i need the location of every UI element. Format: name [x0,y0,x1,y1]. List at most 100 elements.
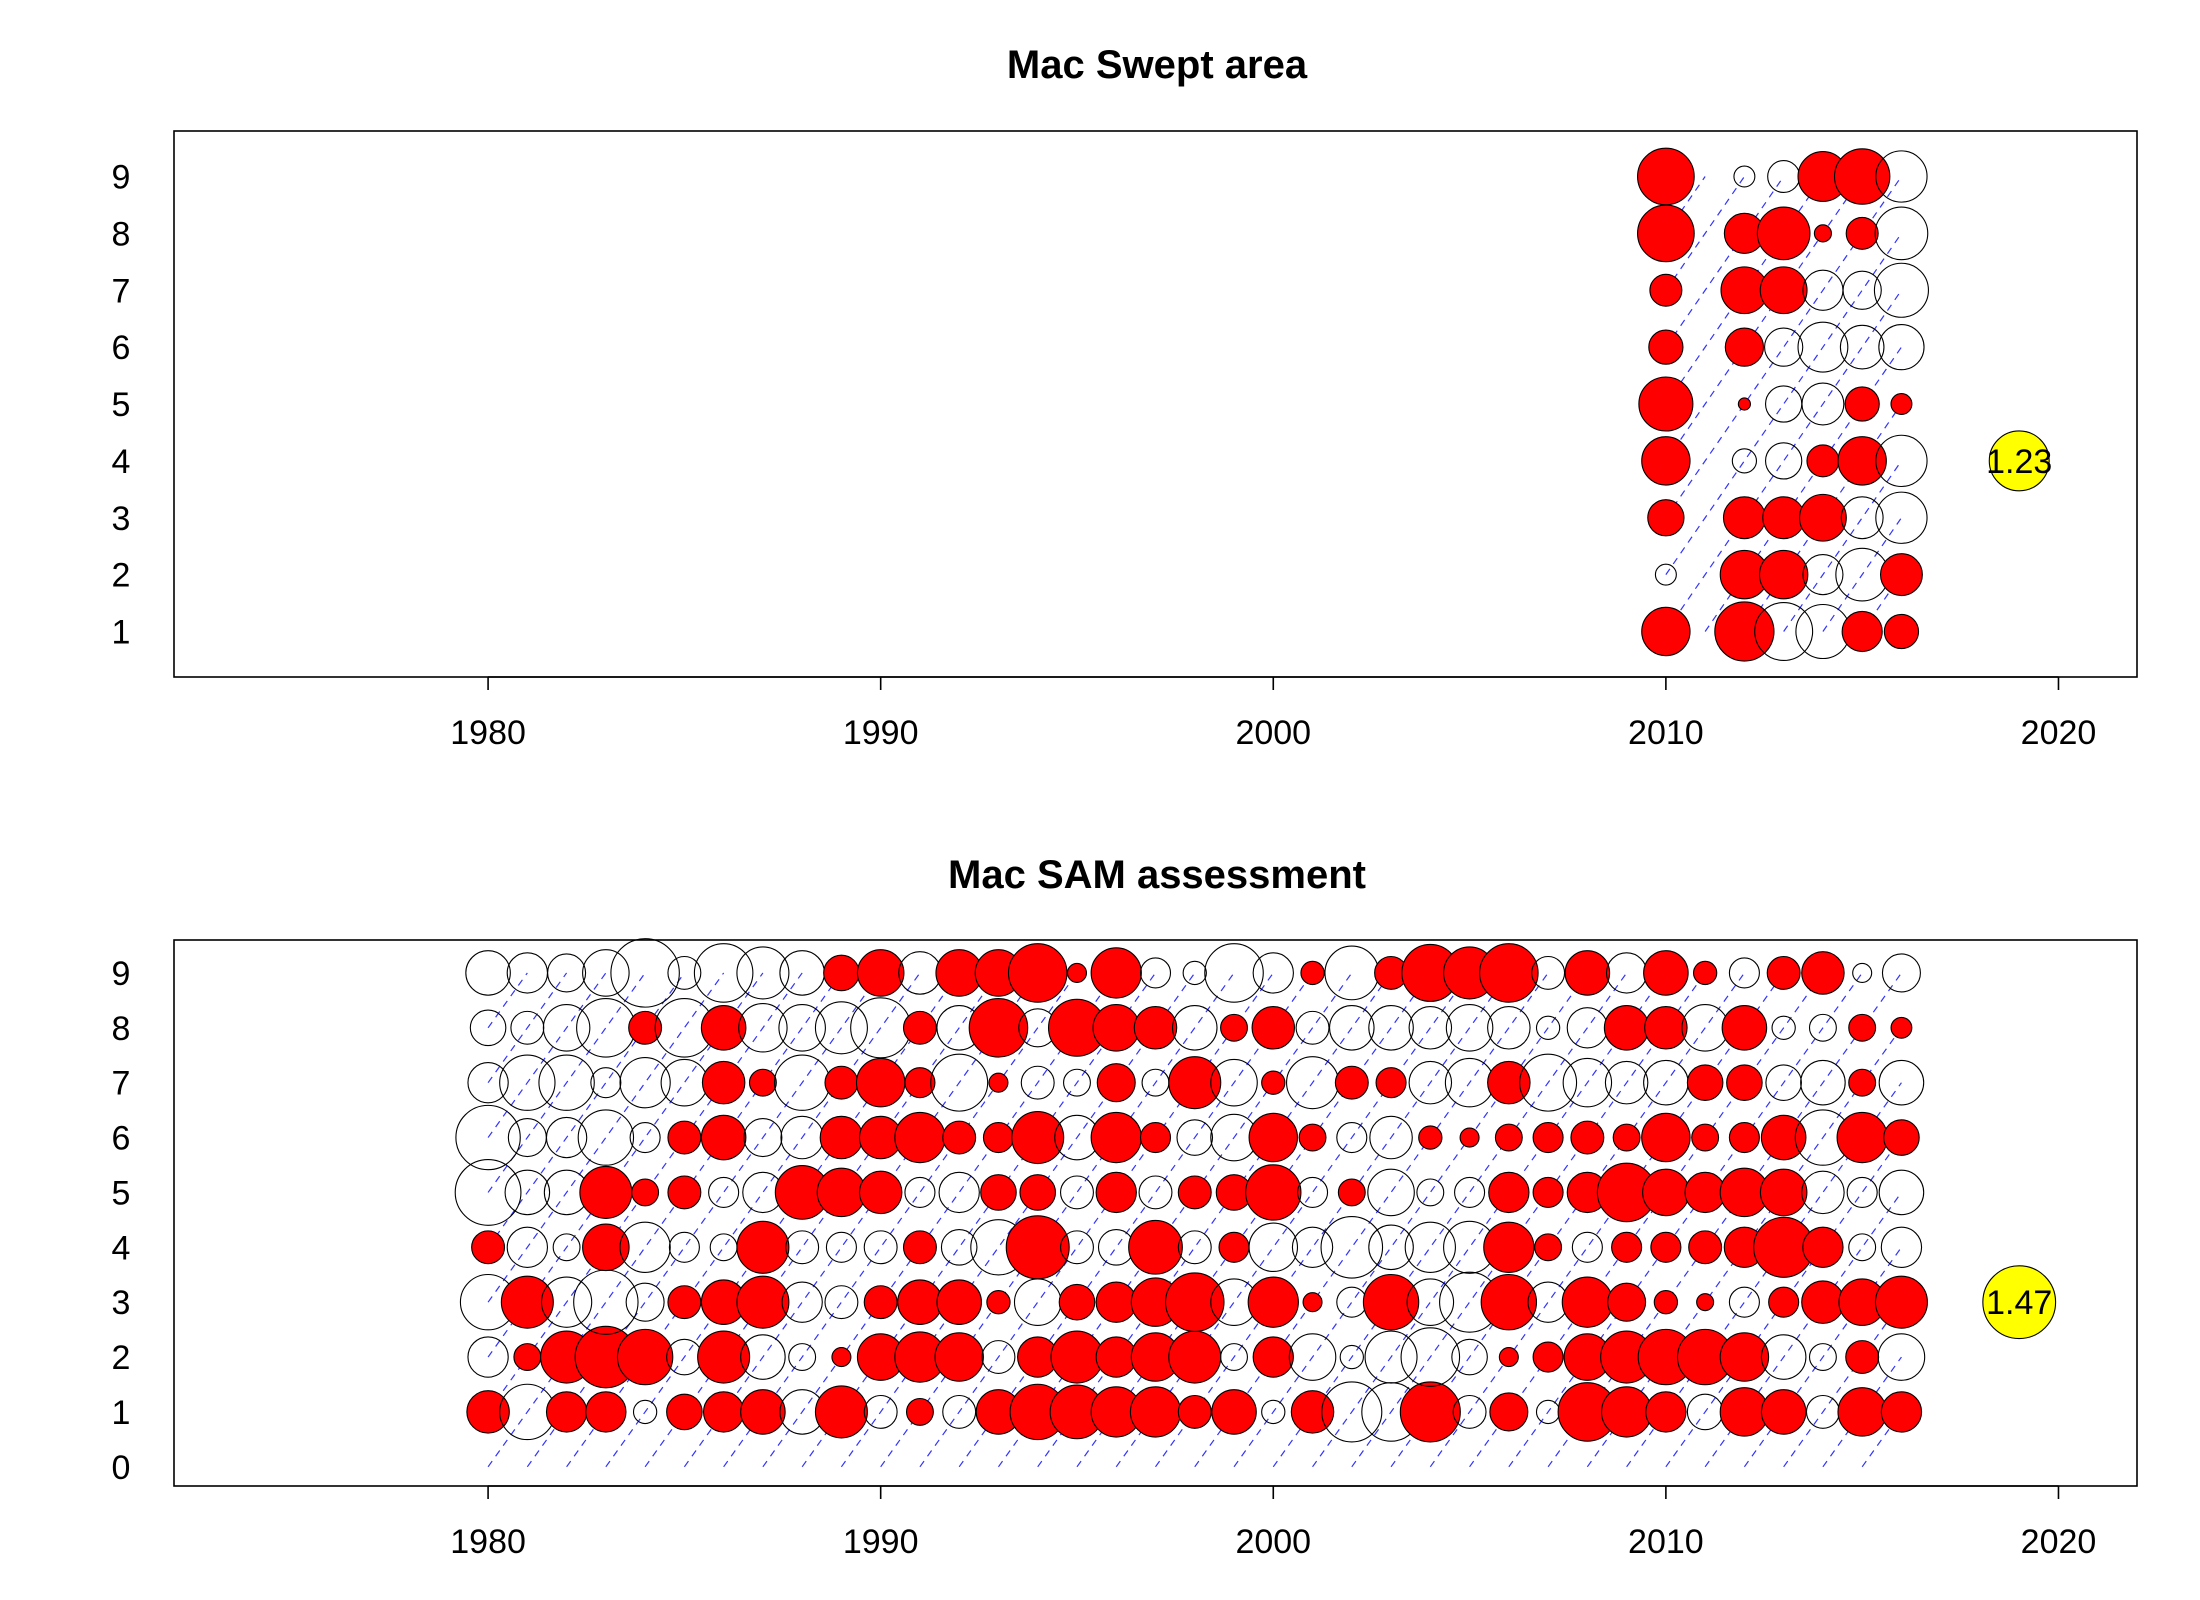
swept-area-cohort-line [1665,176,1863,462]
swept-area-bubble [1833,148,1891,205]
sam-assessment-cohort-line [997,972,1353,1468]
sam-assessment-bubble [1288,1333,1337,1381]
sam-assessment-bubble [816,1167,867,1218]
sam-assessment-bubble [1168,1056,1222,1110]
sam-assessment-cohort-line [1508,972,1863,1468]
sam-assessment-bubble [1480,1273,1538,1331]
sam-assessment-cohort-line [840,972,1196,1468]
sam-assessment-bubble [1211,1389,1257,1435]
sam-assessment-bubble [1218,1231,1250,1263]
sam-assessment-bubble [986,1290,1011,1315]
sam-assessment-bubble [898,951,942,995]
sam-assessment-bubble [980,1174,1017,1211]
sam-assessment-bubble [1248,1112,1299,1163]
sam-assessment-bubble [1139,1121,1172,1154]
sam-assessment-bubble [1176,1119,1214,1156]
sam-assessment-bubble [1171,1005,1218,1051]
sam-assessment-bubble [1300,960,1325,986]
sam-assessment-bubble [1880,1391,1923,1433]
swept-area-bubbles [1637,147,1929,662]
swept-area-x-tick-label: 2000 [1235,714,1311,752]
sam-assessment-cohort-line [644,972,999,1468]
sam-assessment-bubble [1129,1386,1182,1438]
swept-area-bubble [1637,147,1695,206]
sam-assessment-x-tick-label: 1980 [450,1523,526,1561]
sam-assessment-bubble [814,1385,868,1439]
sam-assessment-bubble [738,1003,788,1053]
sam-assessment-bubble [1336,1286,1368,1318]
sam-assessment-cohort-line [1469,972,1824,1468]
sam-assessment-bubble [1848,1233,1877,1262]
sam-assessment-bubble [1766,955,1801,990]
sam-assessment-bubble [1532,1176,1564,1208]
sam-assessment-cohort-line [605,972,960,1468]
sam-assessment-cohort-line [487,972,725,1303]
swept-area-cohort-line [1665,176,1745,291]
sam-assessment-cohort-line [526,972,882,1468]
sam-assessment-bubble [736,1220,790,1274]
sam-assessment-bubble [1418,1125,1443,1150]
swept-area-bubble [1839,324,1885,370]
sam-assessment-x-axis: 1980 1990 2000 2010 2020 [450,1485,2096,1561]
sam-assessment-bubble [1245,1164,1302,1221]
swept-area-bubble [1842,270,1882,310]
sam-assessment-bubble [936,1279,982,1325]
sam-assessment-bubble [1005,1215,1070,1280]
sam-assessment-bubble [1261,1070,1286,1095]
sam-assessment-bubble [697,1330,751,1384]
sam-assessment-bubble [1801,1280,1845,1324]
sam-assessment-bubble [1400,1327,1461,1387]
sam-assessment-bubble [982,1121,1015,1154]
sam-assessment-bubble [1532,1341,1564,1373]
sam-assessment-bubble [506,1226,549,1268]
sam-assessment-bubble [1760,1334,1807,1380]
sam-assessment-bubble [1603,1005,1650,1051]
sam-assessment-bubble [1498,1347,1519,1368]
swept-area-bubble [1714,601,1775,662]
sam-assessment-bubble [1760,1389,1807,1435]
sam-assessment-bubble [1291,1226,1334,1268]
sam-assessment-cohort-line [487,972,528,1029]
sam-assessment-bubble [702,1391,745,1433]
sam-assessment-bubble [1445,1004,1494,1052]
sam-assessment-bubble [465,950,511,996]
sam-assessment-bubble [1368,1224,1414,1271]
sam-assessment-bubble [693,943,754,1003]
sam-assessment-bubble [542,1004,591,1052]
sam-assessment-bubble [660,1058,709,1107]
sam-assessment-bubble [1459,1127,1480,1148]
sam-assessment-bubble [1488,1171,1530,1214]
sam-assessment-bubble [619,1057,671,1109]
swept-area-bubble [1878,323,1925,371]
sam-assessment-bubble [1339,1344,1364,1370]
sam-assessment-bubble [1570,1120,1605,1155]
sam-assessment-cohort-line [487,972,568,1084]
sam-assessment-bubble [736,946,790,1000]
sam-assessment-bubble [1059,1230,1094,1265]
sam-assessment-bubble [788,1343,817,1372]
sam-assessment-bubble [1728,1121,1760,1154]
sam-assessment-bubble [1848,1013,1877,1042]
swept-area-bubble [1722,496,1766,540]
swept-area-bubble [1724,327,1765,367]
sam-assessment-cohort-line [1390,972,1745,1468]
sam-assessment-bubble [785,1230,820,1265]
swept-area-y-tick-label: 7 [112,272,131,310]
sam-assessment-bubble [863,1394,898,1429]
swept-area-cohort-line [1822,517,1902,632]
sam-assessment-bubble [1019,1174,1057,1211]
sam-assessment-bubble [1261,1399,1286,1425]
sam-assessment-bubble [1220,1343,1248,1372]
sam-assessment-bubble [902,1230,937,1265]
sam-assessment-bubble [1571,1231,1603,1263]
sam-assessment-bubble [1058,1283,1096,1321]
sam-assessment-bubble [1696,1293,1715,1312]
sam-assessment-cohort-line [1037,972,1392,1468]
sam-assessment-bubble [576,998,636,1058]
sam-assessment-bubble [1210,1058,1258,1107]
swept-area-bubble [1654,563,1677,586]
sam-assessment-bubble [590,1067,622,1099]
sam-assessment-bubble [1295,1010,1330,1045]
swept-area-bubble [1641,436,1691,486]
sam-assessment-bubble [504,1169,551,1216]
